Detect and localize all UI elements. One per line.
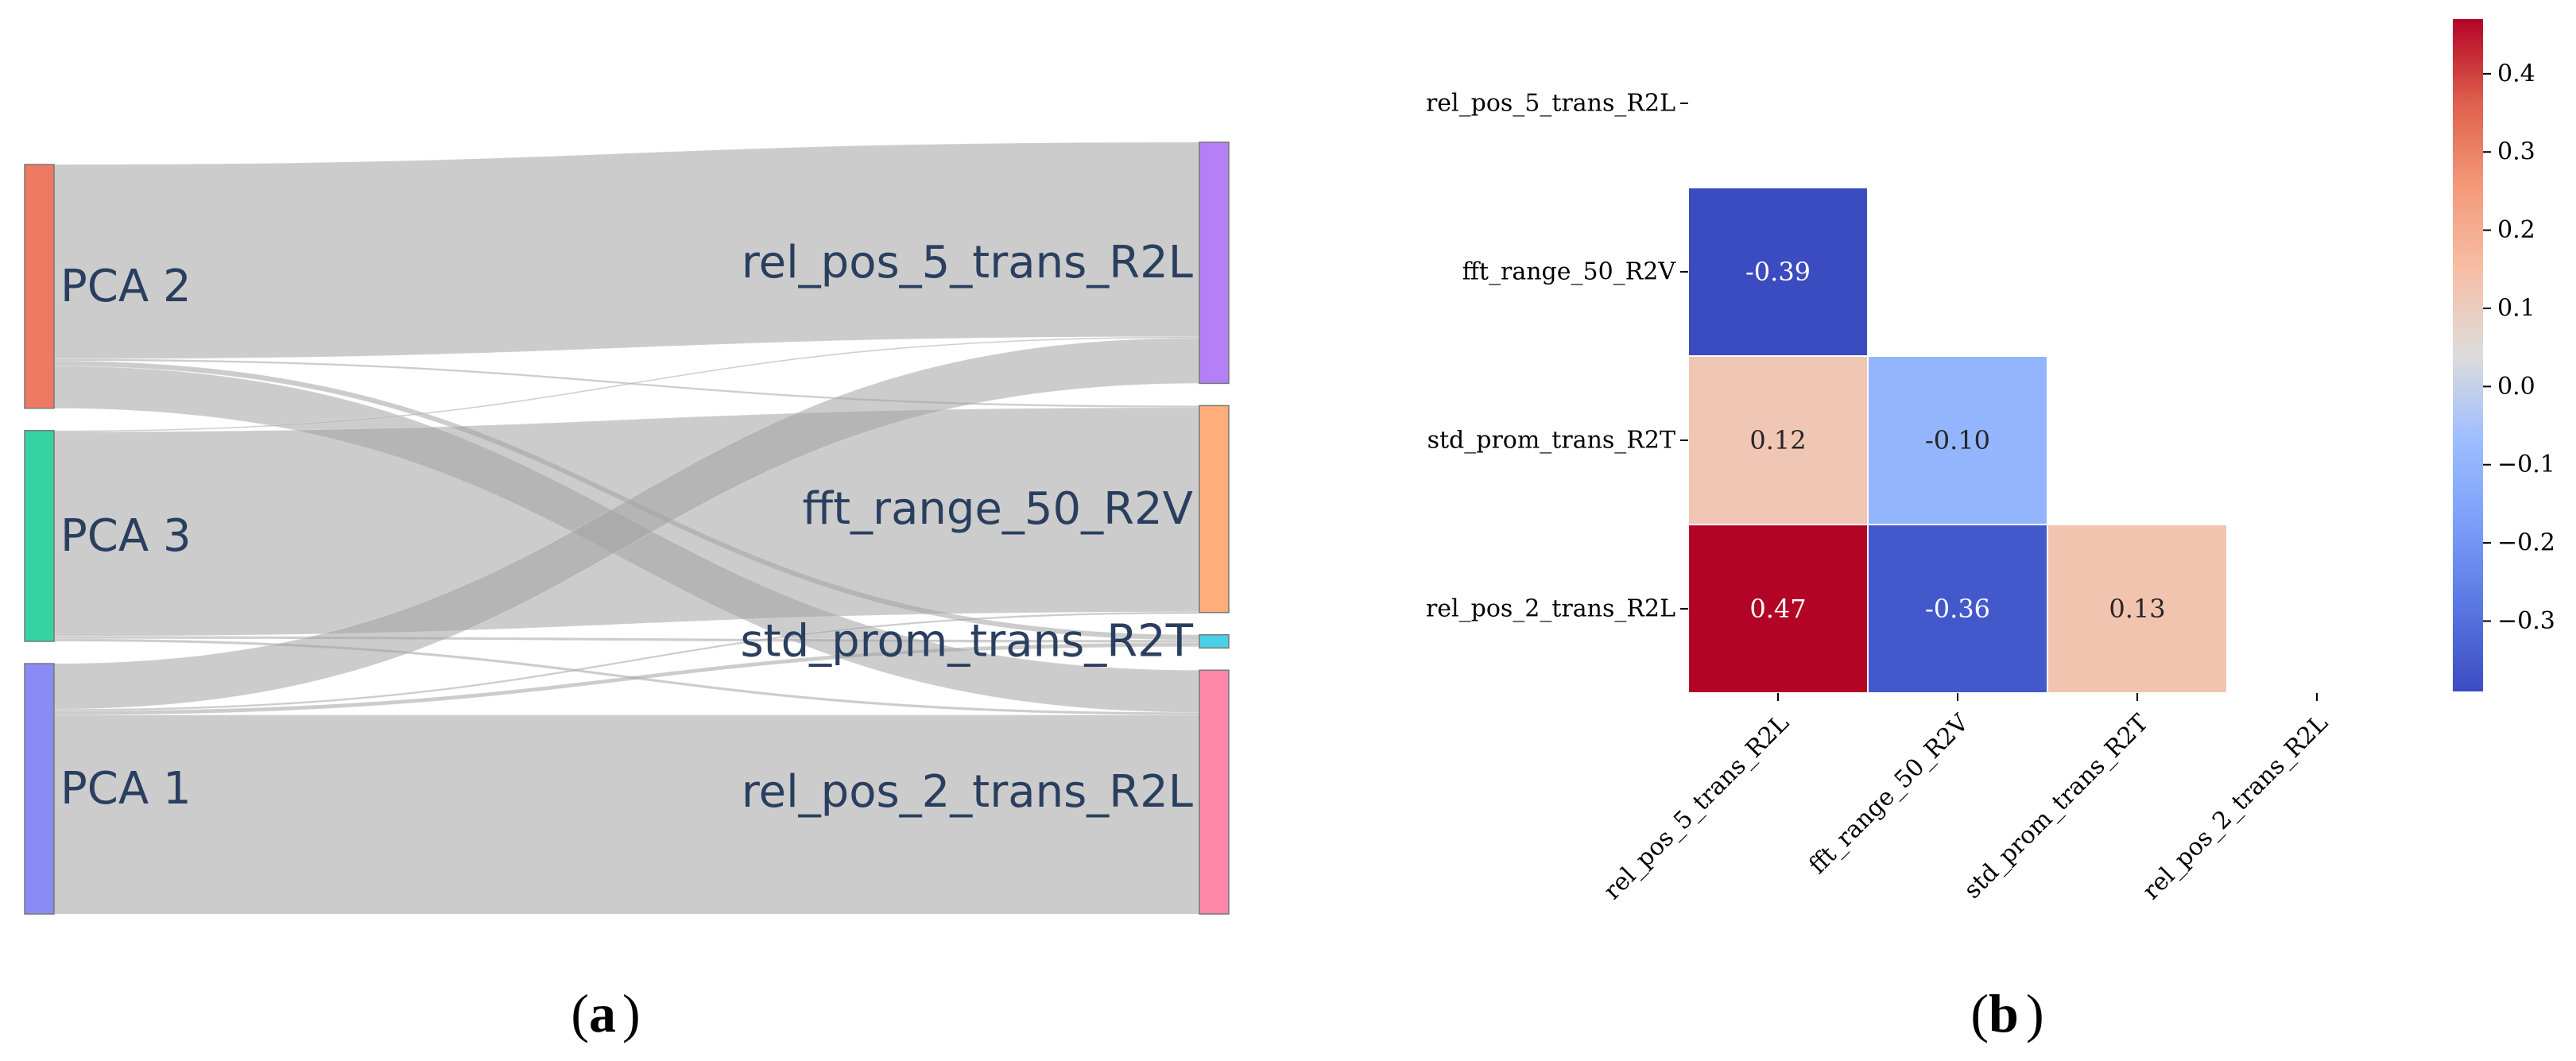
x-tick-label-std-prom-trans-r2t: std_prom_trans_R2T xyxy=(1958,709,2154,904)
y-tick-label-rel-pos-5-trans-r2l: rel_pos_5_trans_R2L xyxy=(1426,90,1675,118)
heatmap-cell xyxy=(1867,524,2048,694)
heatmap-cell-label: -0.36 xyxy=(1925,594,1990,624)
heatmap-cell-label: -0.39 xyxy=(1745,257,1811,287)
y-tick-label-rel-pos-2-trans-r2l: rel_pos_2_trans_R2L xyxy=(1426,595,1675,623)
sankey-node-pca-3 xyxy=(24,429,55,642)
sankey-labels: PCA 2 PCA 3 PCA 1 rel_pos_5_trans_R2L fft_ra… xyxy=(60,237,1194,818)
colorbar-tick-label: −0.1 xyxy=(2497,451,2555,478)
colorbar-tick-label: 0.0 xyxy=(2497,373,2535,401)
panel-label-a-text: a xyxy=(589,983,616,1044)
svg-text:(: ( xyxy=(1970,983,1989,1044)
heatmap-cells: -0.39 0.12 -0.10 0.47 -0.36 0.13 xyxy=(1687,187,2228,694)
sankey-node-label-fft-range-50-r2v: fft_range_50_R2V xyxy=(803,483,1193,535)
sankey-node-label-pca-1: PCA 1 xyxy=(60,763,192,815)
y-tick-label-fft-range-50-r2v: fft_range_50_R2V xyxy=(1462,258,1677,286)
svg-text:): ) xyxy=(622,983,641,1044)
heatmap-chart: -0.39 0.12 -0.10 0.47 -0.36 0.13 rel_pos_5_tr… xyxy=(1426,90,2334,905)
x-tick-label-fft-range-50-r2v: fft_range_50_R2V xyxy=(1803,708,1974,879)
colorbar-tick-label: 0.2 xyxy=(2497,216,2535,244)
sankey-node-rel-pos-5-trans-r2l xyxy=(1199,141,1230,385)
sankey-node-label-std-prom-trans-r2t: std_prom_trans_R2T xyxy=(740,615,1193,667)
colorbar-tick-label: −0.2 xyxy=(2497,529,2555,557)
colorbar: 0.4 0.3 0.2 0.1 0.0 −0.1 −0.2 −0.3 xyxy=(2453,19,2555,691)
heatmap-cell-label: 0.12 xyxy=(1749,425,1806,455)
colorbar-tick-label: 0.4 xyxy=(2497,60,2535,87)
sankey-node-label-pca-2: PCA 2 xyxy=(60,261,192,312)
sankey-links xyxy=(53,141,1200,915)
colorbar-tick-label: −0.3 xyxy=(2497,607,2555,635)
heatmap-cell-label: 0.13 xyxy=(2109,594,2165,624)
sankey-chart: PCA 2 PCA 3 PCA 1 rel_pos_5_trans_R2L fft_ra… xyxy=(24,141,1230,915)
svg-text:): ) xyxy=(2026,983,2044,1044)
svg-text:(: ( xyxy=(571,983,589,1044)
sankey-node-rel-pos-2-trans-r2l xyxy=(1199,669,1230,915)
colorbar-tick-label: 0.3 xyxy=(2497,138,2535,166)
x-tick-label-rel-pos-2-trans-r2l: rel_pos_2_trans_R2L xyxy=(2137,709,2334,905)
sankey-node-label-pca-3: PCA 3 xyxy=(60,510,192,562)
panel-label-b-text: b xyxy=(1989,983,2019,1044)
sankey-node-pca-1 xyxy=(24,663,55,915)
panel-label-b: ( b ) xyxy=(1970,983,2043,1044)
y-tick-label-std-prom-trans-r2t: std_prom_trans_R2T xyxy=(1427,427,1675,455)
heatmap-y-ticks: rel_pos_5_trans_R2L fft_range_50_R2V std_p… xyxy=(1426,90,1688,623)
sankey-node-std-prom-trans-r2t xyxy=(1199,633,1230,649)
sankey-node-fft-range-50-r2v xyxy=(1199,405,1230,614)
colorbar-ticks: 0.4 0.3 0.2 0.1 0.0 −0.1 −0.2 −0.3 xyxy=(2483,60,2555,635)
heatmap-cell-label: -0.10 xyxy=(1925,425,1990,455)
x-tick-label-rel-pos-5-trans-r2l: rel_pos_5_trans_R2L xyxy=(1598,709,1795,905)
sankey-node-label-rel-pos-2-trans-r2l: rel_pos_2_trans_R2L xyxy=(742,766,1193,818)
colorbar-tick-label: 0.1 xyxy=(2497,294,2535,322)
sankey-nodes xyxy=(24,141,1230,915)
heatmap-cell-label: 0.47 xyxy=(1749,594,1806,624)
sankey-node-pca-2 xyxy=(24,164,55,409)
heatmap-cell xyxy=(1687,187,1869,357)
colorbar-gradient xyxy=(2453,19,2483,691)
heatmap-cell xyxy=(1687,355,1869,525)
panel-label-a: ( a ) xyxy=(571,983,640,1044)
sankey-link-pca-1-to-fft-range-50-r2v xyxy=(53,611,1200,711)
sankey-node-label-rel-pos-5-trans-r2l: rel_pos_5_trans_R2L xyxy=(742,237,1193,288)
heatmap-x-ticks: rel_pos_5_trans_R2L fft_range_50_R2Vstd_p… xyxy=(1598,693,2334,905)
heatmap-cell xyxy=(2047,524,2228,694)
heatmap-cell xyxy=(1687,524,1869,694)
